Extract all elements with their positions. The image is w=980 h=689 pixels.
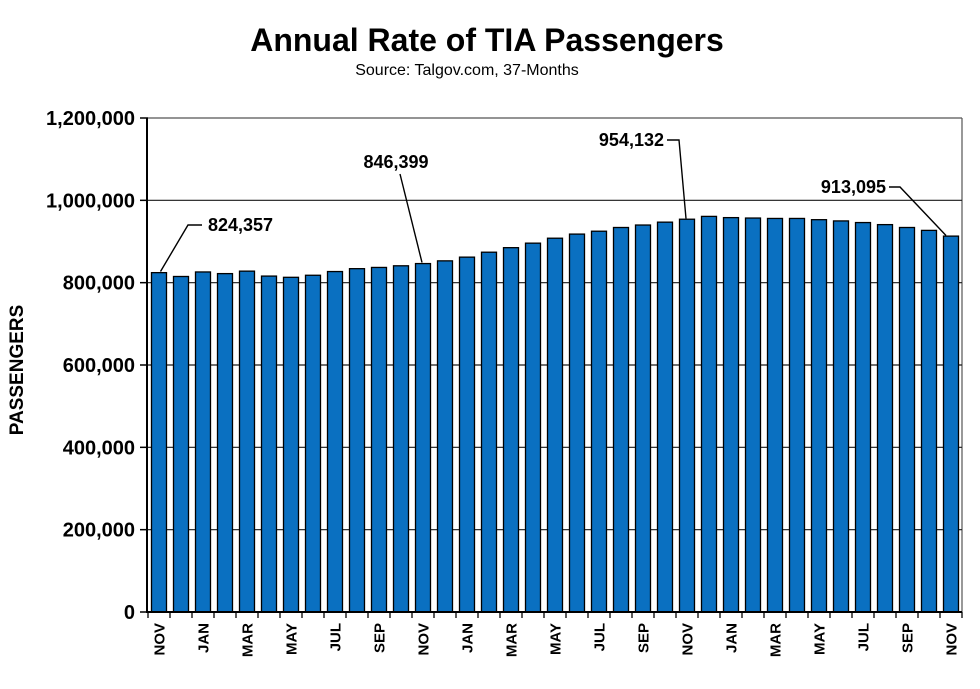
x-tick-label: MAR xyxy=(768,623,785,657)
bar-35 xyxy=(920,229,938,613)
annotation-value: 824,357 xyxy=(208,215,273,235)
chart-subtitle: Source: Talgov.com, 37-Months xyxy=(355,62,579,79)
y-tick-label: 400,000 xyxy=(63,437,135,459)
x-tick-label: MAR xyxy=(240,623,257,657)
x-tick-label: MAY xyxy=(812,623,829,655)
annotation-value: 846,399 xyxy=(363,152,428,172)
bar-3 xyxy=(216,272,234,613)
bar-7 xyxy=(304,274,322,613)
chart-title: Annual Rate of TIA Passengers xyxy=(250,22,724,58)
bar-12 xyxy=(414,262,432,613)
x-tick-label: JUL xyxy=(592,623,609,651)
x-tick-label: NOV xyxy=(944,623,961,656)
bar-36 xyxy=(942,235,960,613)
y-tick-label: 200,000 xyxy=(63,520,135,542)
bar-17 xyxy=(524,242,542,613)
y-tick-label: 800,000 xyxy=(63,273,135,295)
bar-13 xyxy=(436,260,454,613)
bar-9 xyxy=(348,268,366,613)
x-tick-label: NOV xyxy=(680,623,697,656)
x-tick-label: JAN xyxy=(724,623,741,653)
bar-21 xyxy=(612,226,630,613)
bar-15 xyxy=(480,251,498,613)
bar-14 xyxy=(458,256,476,613)
bar-6 xyxy=(282,276,300,613)
y-tick-label: 1,200,000 xyxy=(46,108,135,130)
y-axis-title: PASSENGERS xyxy=(7,305,28,436)
x-tick-label: JUL xyxy=(328,623,345,651)
x-tick-label: SEP xyxy=(900,623,917,653)
x-tick-label: SEP xyxy=(372,623,389,653)
bar-22 xyxy=(634,224,652,613)
bar-26 xyxy=(722,216,740,613)
bar-0 xyxy=(150,271,168,613)
y-tick-label: 1,000,000 xyxy=(46,190,135,212)
annotation-leader-line xyxy=(399,173,423,263)
x-tick-label: NOV xyxy=(152,623,169,656)
bar-2 xyxy=(194,271,212,613)
annotation-leader-line xyxy=(889,186,947,236)
bar-10 xyxy=(370,266,388,613)
x-tick-label: MAY xyxy=(548,623,565,655)
bar-33 xyxy=(876,223,894,613)
x-tick-label: SEP xyxy=(636,623,653,653)
bar-30 xyxy=(810,219,828,613)
annotation-leader-line xyxy=(667,139,687,219)
bar-4 xyxy=(238,270,256,613)
bar-28 xyxy=(766,217,784,613)
x-tick-label: JAN xyxy=(196,623,213,653)
bar-11 xyxy=(392,265,410,613)
bar-32 xyxy=(854,221,872,613)
annotation-leader-line xyxy=(159,224,202,272)
bar-23 xyxy=(656,221,674,613)
annotation-value: 954,132 xyxy=(599,130,664,150)
y-tick-label: 600,000 xyxy=(63,355,135,377)
x-tick-label: MAY xyxy=(284,623,301,655)
y-tick-label: 0 xyxy=(124,602,135,624)
bar-16 xyxy=(502,247,520,613)
x-tick-label: JUL xyxy=(856,623,873,651)
bar-8 xyxy=(326,270,344,613)
x-tick-label: JAN xyxy=(460,623,477,653)
bar-34 xyxy=(898,226,916,613)
annotation-value: 913,095 xyxy=(821,177,886,197)
bar-1 xyxy=(172,275,190,613)
bar-29 xyxy=(788,217,806,613)
bar-18 xyxy=(546,237,564,613)
bar-19 xyxy=(568,233,586,613)
x-tick-label: NOV xyxy=(416,623,433,656)
x-tick-label: MAR xyxy=(504,623,521,657)
bar-27 xyxy=(744,217,762,613)
bar-31 xyxy=(832,220,850,613)
bar-25 xyxy=(700,215,718,613)
bar-5 xyxy=(260,275,278,613)
bar-24 xyxy=(678,218,696,613)
bar-20 xyxy=(590,230,608,613)
